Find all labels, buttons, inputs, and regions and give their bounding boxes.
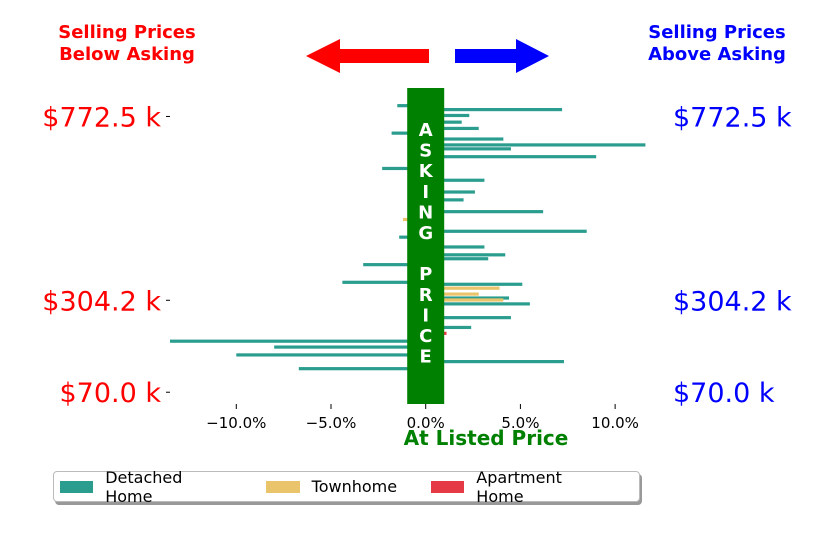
detached-bar — [363, 263, 426, 267]
asking-price-letter: A — [419, 120, 433, 141]
detached-bar — [425, 210, 544, 214]
detached-bar — [425, 296, 510, 300]
legend-swatch — [60, 480, 94, 493]
townhome-bar — [425, 292, 479, 296]
asking-price-letter: R — [419, 285, 433, 306]
x-tick-label: −10.0% — [206, 414, 266, 432]
right-price-label: $772.5 k — [673, 102, 792, 133]
left-title-line-1: Selling Prices — [58, 22, 195, 43]
asking-price-letter: I — [422, 182, 429, 203]
detached-bar — [425, 178, 485, 182]
detached-bar — [342, 280, 426, 284]
detached-bar — [425, 257, 489, 261]
detached-bar — [425, 143, 646, 147]
asking-price-band — [407, 88, 445, 404]
detached-bar — [236, 353, 426, 357]
detached-bar — [425, 325, 472, 330]
right-arrow-icon — [455, 39, 549, 73]
x-tick-label: 0.0% — [407, 414, 445, 432]
detached-bar — [425, 113, 470, 118]
asking-price-letter: I — [422, 305, 429, 326]
right-price-label: $70.0 k — [673, 378, 775, 409]
detached-bar — [425, 360, 564, 364]
detached-bar — [298, 367, 426, 371]
detached-bar — [425, 107, 563, 112]
detached-bar — [425, 282, 523, 286]
detached-bar — [425, 137, 504, 141]
legend-label: Townhome — [311, 477, 398, 496]
legend-item-apartment: Apartment Home — [431, 468, 611, 506]
detached-bar — [425, 198, 464, 202]
asking-price-letter: K — [419, 161, 434, 182]
asking-price-letter: S — [419, 141, 432, 162]
detached-bar — [425, 229, 587, 233]
legend-item-detached: Detached Home — [60, 468, 232, 506]
detached-bar — [274, 345, 426, 349]
townhome-bar — [425, 286, 500, 290]
asking-price-letter: N — [418, 202, 433, 223]
asking-price-letter: G — [418, 223, 433, 244]
legend-swatch — [431, 480, 465, 493]
townhome-bar — [425, 298, 504, 302]
right-price-label: $304.2 k — [673, 286, 792, 317]
legend-item-townhome: Townhome — [265, 477, 398, 496]
x-tick-label: −5.0% — [306, 414, 357, 432]
asking-price-letter: C — [419, 326, 432, 347]
legend-label: Detached Home — [105, 467, 183, 506]
detached-bar — [425, 253, 506, 257]
detached-bar — [425, 190, 475, 194]
left-price-label: $70.0 k — [59, 378, 161, 409]
legend-label: Apartment Home — [476, 467, 562, 506]
asking-price-letter: E — [420, 347, 432, 368]
x-tick-label: 10.0% — [591, 414, 639, 432]
detached-bar — [382, 166, 426, 171]
left-price-label: $772.5 k — [42, 102, 161, 133]
detached-bar — [425, 316, 511, 320]
left-arrow-icon — [306, 39, 429, 73]
detached-bar — [425, 302, 530, 306]
detached-bar — [170, 339, 426, 343]
legend: Detached Home Townhome Apartment Home — [53, 468, 640, 506]
detached-bar — [425, 155, 597, 159]
left-title-line-2: Below Asking — [59, 44, 195, 65]
detached-bar — [425, 245, 485, 249]
right-title-line-1: Selling Prices — [648, 22, 785, 43]
left-price-label: $304.2 k — [42, 286, 161, 317]
asking-price-letter: P — [419, 264, 432, 285]
legend-swatch — [265, 480, 300, 493]
x-axis-title: At Listed Price — [404, 426, 569, 450]
right-title-line-2: Above Asking — [648, 44, 786, 65]
x-tick-label: 5.0% — [501, 414, 539, 432]
detached-bar — [425, 126, 479, 131]
detached-bar — [425, 147, 511, 151]
